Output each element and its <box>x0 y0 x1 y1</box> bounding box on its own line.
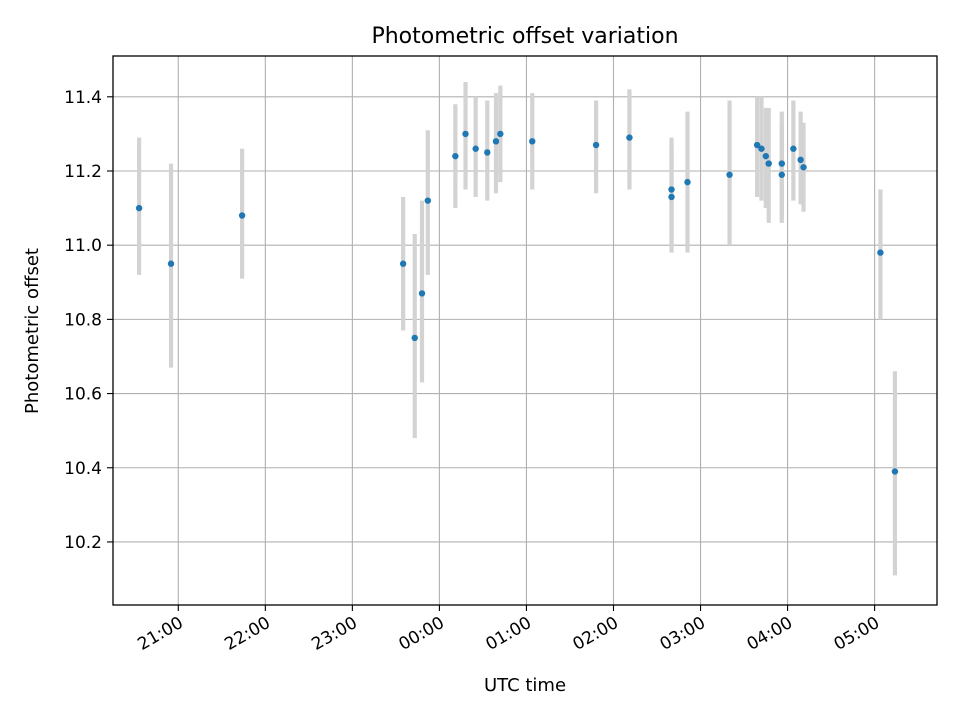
data-point <box>626 134 633 141</box>
data-point <box>399 260 407 267</box>
data-points <box>135 130 899 475</box>
y-tick-label: 10.6 <box>64 385 102 405</box>
y-tick-label: 11.4 <box>64 88 102 108</box>
data-point <box>238 212 246 219</box>
x-axis-label: UTC time <box>484 675 566 696</box>
data-point <box>778 160 785 167</box>
data-point <box>891 468 899 475</box>
y-tick-label: 11.2 <box>64 162 102 182</box>
data-point <box>411 334 418 342</box>
data-point <box>668 186 675 193</box>
data-point <box>800 164 807 171</box>
data-point <box>472 145 479 152</box>
data-point <box>778 171 785 178</box>
data-point <box>753 141 761 149</box>
y-tick-label: 11.0 <box>64 236 102 256</box>
data-point <box>424 197 432 204</box>
plot-frame <box>112 55 938 606</box>
y-axis-label: Photometric offset <box>22 248 43 414</box>
data-point <box>529 138 536 145</box>
data-point <box>684 178 691 186</box>
y-tick-label: 10.2 <box>64 533 102 553</box>
data-point <box>668 193 675 201</box>
data-point <box>418 290 426 297</box>
data-point <box>167 260 175 267</box>
y-axis: 10.2 10.4 10.6 10.8 11.0 11.2 11.4 <box>64 88 113 553</box>
data-point <box>790 145 797 152</box>
data-point <box>484 149 491 156</box>
grid <box>113 56 937 605</box>
data-point <box>762 152 770 160</box>
data-point <box>462 130 469 138</box>
y-tick-label: 10.8 <box>64 310 102 330</box>
data-point <box>758 145 765 152</box>
data-point <box>877 249 884 256</box>
y-tick-label: 10.4 <box>64 459 102 479</box>
data-point <box>492 138 500 145</box>
chart-title: Photometric offset variation <box>371 24 678 49</box>
data-point <box>797 156 804 164</box>
data-point <box>765 160 772 167</box>
data-point <box>135 204 143 212</box>
data-point <box>497 130 504 138</box>
data-point <box>726 171 733 178</box>
data-point <box>592 141 600 149</box>
data-point <box>452 152 459 160</box>
